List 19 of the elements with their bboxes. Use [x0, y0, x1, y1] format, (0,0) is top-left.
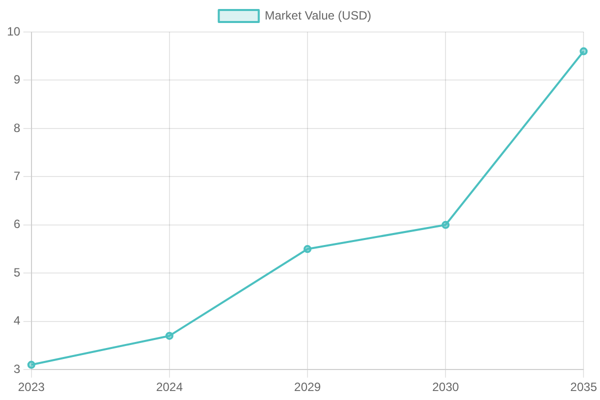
x-tick-label: 2024: [156, 380, 184, 394]
point: [27, 360, 36, 369]
point: [304, 245, 312, 254]
y-tick-label: 6: [14, 217, 21, 232]
y-tick-label: 9: [14, 72, 21, 87]
x-tick-label: 2030: [432, 380, 460, 394]
point: [165, 332, 174, 340]
point: [442, 220, 450, 229]
y-tick-label: 3: [14, 362, 21, 376]
y-tick-label: 8: [14, 120, 21, 135]
legend-label: Market Value (USD): [264, 8, 372, 22]
x-tick-label: 2035: [570, 380, 598, 394]
x-tick-label: 2029: [294, 380, 322, 394]
y-tick-label: 10: [6, 24, 21, 38]
y-tick-label: 7: [14, 169, 21, 183]
y-tick-label: 4: [14, 314, 21, 328]
point: [580, 47, 588, 56]
y-tick-label: 5: [14, 265, 21, 280]
x-tick-label: 2023: [18, 380, 46, 394]
